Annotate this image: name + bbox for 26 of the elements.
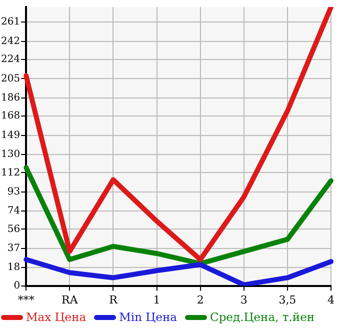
y-tick-label: 112 [0,167,20,178]
x-tick-label: 4 [328,293,334,306]
legend-label: Max Цена [26,310,86,324]
legend-label: Сред.Цена, т.йен [210,310,315,324]
x-tick-label: 3 [240,293,248,306]
x-tick-label: R [109,293,118,306]
x-tick-label: RA [62,293,79,306]
y-tick-label: 242 [0,36,20,47]
y-tick-label: 205 [0,73,20,84]
y-tick-label: 0 [14,280,20,292]
y-tick-label: 149 [0,130,20,141]
y-tick-label: 130 [0,149,20,160]
y-tick-label: 56 [7,224,20,235]
x-tick-label: 2 [196,293,204,306]
x-tick-label: 1 [153,293,160,306]
y-tick-label: 261 [0,16,20,28]
y-tick-label: 93 [7,186,20,198]
y-tick-label: 186 [0,92,20,104]
x-tick-label: *** [18,293,35,306]
legend-label: Min Цена [119,310,178,324]
y-tick-label: 168 [0,110,20,122]
y-tick-label: 18 [7,262,20,274]
y-tick-label: 74 [7,206,20,217]
y-tick-label: 224 [0,54,20,66]
y-tick-label: 37 [7,243,20,254]
x-tick-label: 3,5 [278,293,296,306]
